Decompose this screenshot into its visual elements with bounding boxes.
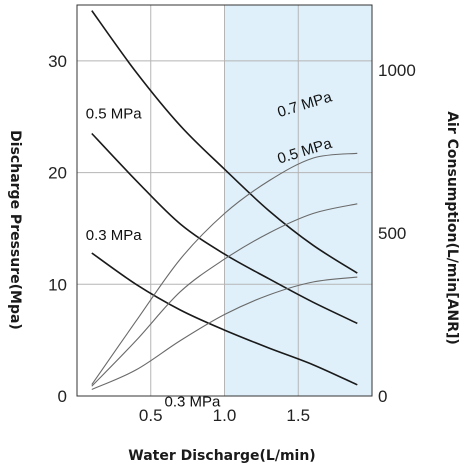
x-tick-label: 0.5 [139, 406, 163, 425]
pressure-curve-label-05: 0.5 MPa [86, 105, 143, 122]
discharge-pressure-curve-07 [91, 10, 358, 274]
air-consumption-curve-05 [91, 203, 358, 387]
x-axis-title: Water Discharge(L/min) [128, 448, 315, 464]
plot-frame [76, 4, 373, 397]
discharge-pressure-curve-03 [91, 252, 358, 386]
y-left-tick-label: 10 [48, 275, 67, 294]
y-left-tick-label: 30 [48, 52, 67, 71]
series-layer [91, 10, 358, 391]
air-consumption-curve-03 [91, 276, 358, 391]
y-right-tick-label: 1000 [378, 61, 416, 80]
x-tick-label: 1.5 [286, 406, 310, 425]
grid [77, 5, 372, 396]
ticks-layer: 0.5 1.0 1.5 0 10 20 30 0 500 1000 [48, 52, 416, 425]
y-right-tick-label: 500 [378, 224, 406, 243]
air-consumption-curve-07 [91, 152, 358, 385]
x-tick-label: 1.0 [213, 406, 237, 425]
air-curve-label-03: 0.3 MPa [165, 394, 222, 411]
y-left-axis-title: Discharge Pressure(Mpa) [7, 130, 23, 330]
discharge-pressure-curve-05 [91, 132, 358, 325]
y-right-tick-label: 0 [378, 387, 387, 406]
pressure-curve-label-03: 0.3 MPa [86, 227, 143, 244]
y-left-tick-label: 0 [58, 387, 67, 406]
y-left-tick-label: 20 [48, 164, 67, 183]
y-right-axis-title: Air Consumption(L/min[ANR]) [444, 111, 460, 345]
